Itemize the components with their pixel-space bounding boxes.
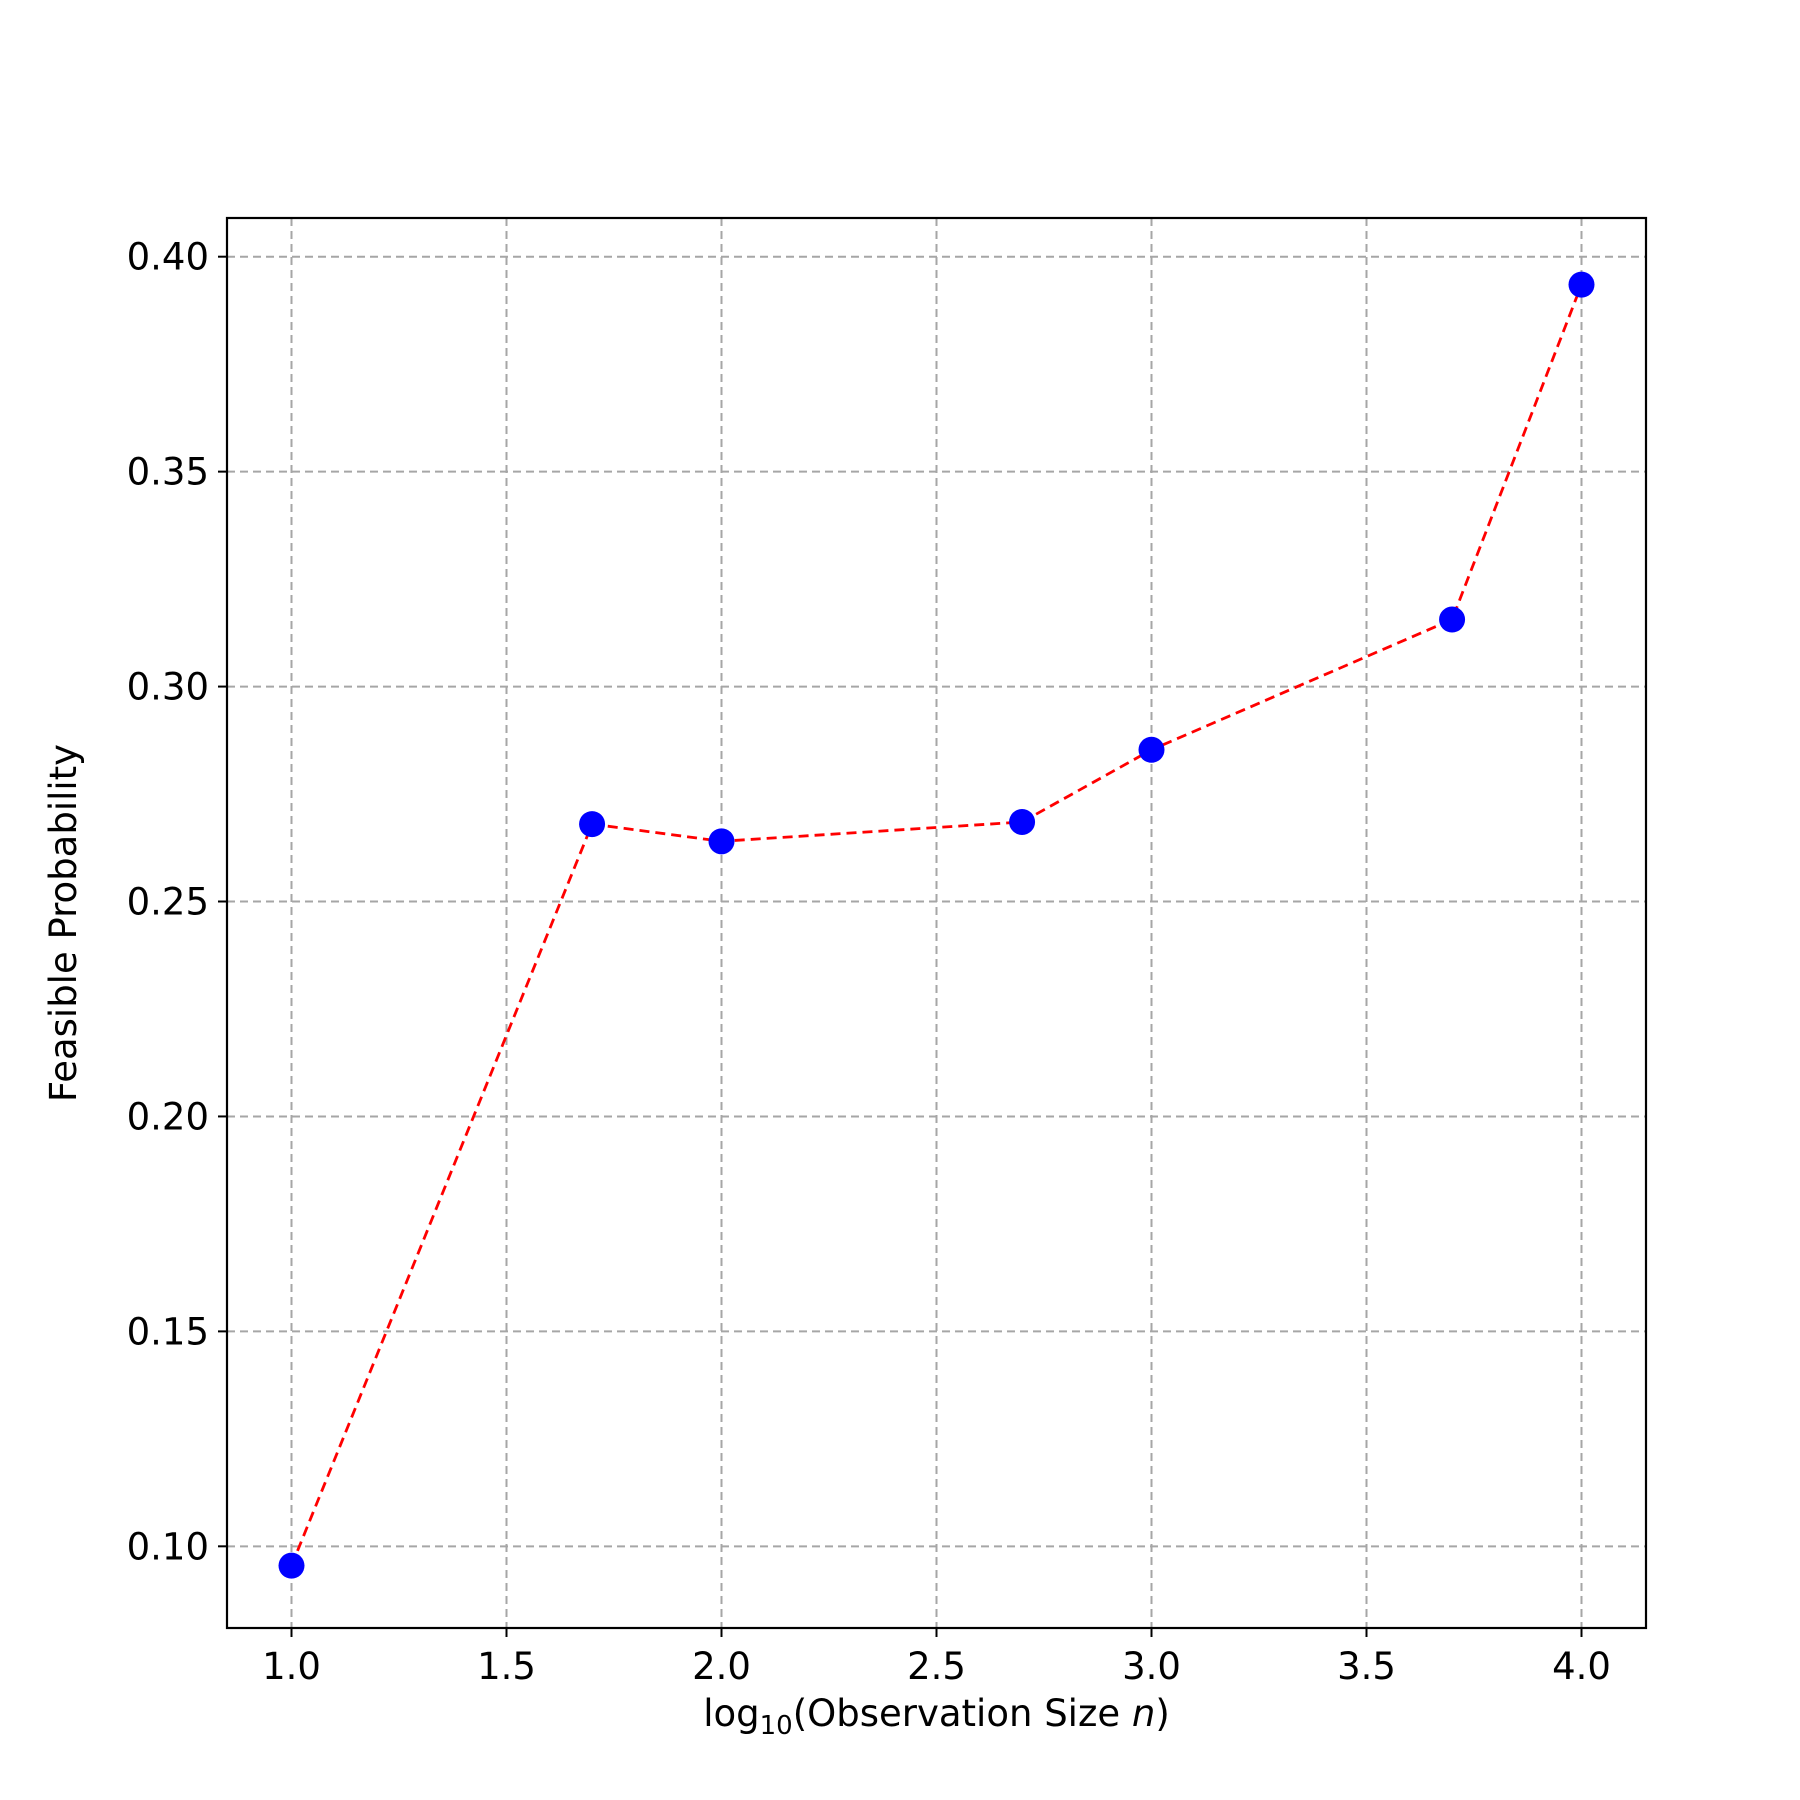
x-tick-label: 4.0 bbox=[1552, 1645, 1611, 1688]
data-point bbox=[708, 828, 735, 855]
series bbox=[278, 271, 1595, 1579]
y-tick-label: 0.30 bbox=[127, 666, 209, 709]
x-tick-label: 2.0 bbox=[692, 1645, 751, 1688]
x-axis-label: log10(Observation Size n) bbox=[703, 1692, 1170, 1741]
y-tick-label: 0.20 bbox=[127, 1095, 209, 1138]
data-point bbox=[1439, 606, 1466, 633]
x-axis-label-variable: n bbox=[1132, 1692, 1155, 1735]
x-axis-ticks: 1.0 1.5 2.0 2.5 3.0 3.5 4.0 bbox=[262, 1628, 1611, 1688]
y-tick-label: 0.40 bbox=[127, 236, 209, 279]
y-tick-label: 0.25 bbox=[127, 881, 209, 924]
data-point bbox=[1009, 808, 1036, 835]
x-axis-label-open: (Observation Size bbox=[793, 1692, 1132, 1735]
x-axis-label-subscript: 10 bbox=[760, 1711, 793, 1741]
y-axis-label: Feasible Probability bbox=[42, 744, 85, 1102]
data-point bbox=[278, 1552, 305, 1579]
y-tick-label: 0.10 bbox=[127, 1525, 209, 1568]
x-tick-label: 1.5 bbox=[477, 1645, 536, 1688]
x-axis-label-close: ) bbox=[1155, 1692, 1169, 1735]
x-axis-label-prefix: log bbox=[703, 1692, 759, 1735]
y-tick-label: 0.35 bbox=[127, 451, 209, 494]
data-point bbox=[1568, 271, 1595, 298]
data-point bbox=[579, 811, 606, 838]
x-tick-label: 1.0 bbox=[262, 1645, 321, 1688]
x-tick-label: 2.5 bbox=[907, 1645, 966, 1688]
data-point bbox=[1138, 736, 1165, 763]
y-axis-ticks: 0.10 0.15 0.20 0.25 0.30 0.35 0.40 bbox=[127, 236, 227, 1568]
x-tick-label: 3.5 bbox=[1337, 1645, 1396, 1688]
y-tick-label: 0.15 bbox=[127, 1310, 209, 1353]
grid bbox=[227, 218, 1646, 1628]
x-tick-label: 3.0 bbox=[1122, 1645, 1181, 1688]
